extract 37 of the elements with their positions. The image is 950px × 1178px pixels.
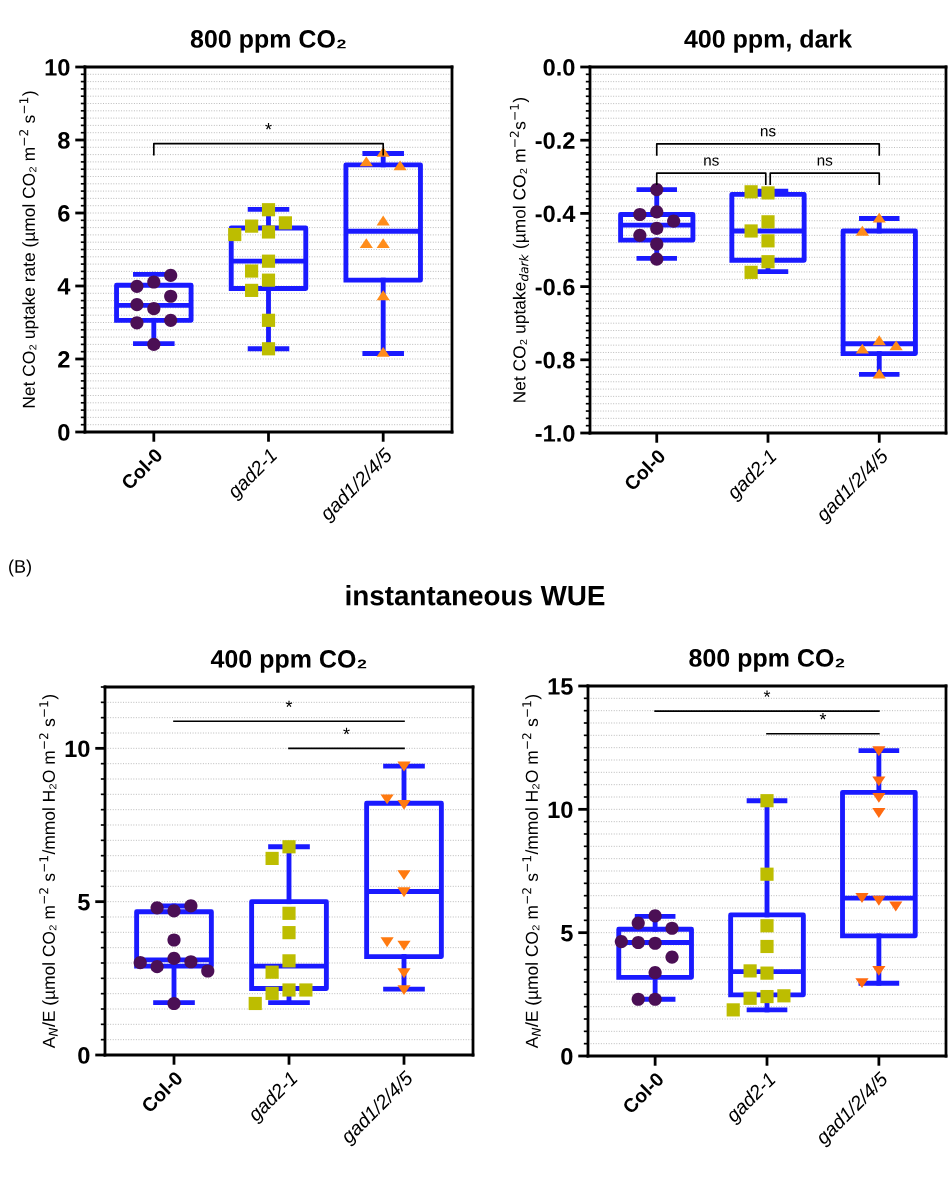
y-tick-label: -0.8 bbox=[535, 351, 575, 369]
text: instantaneous WUE bbox=[346, 585, 605, 606]
y-tick-label: 8 bbox=[58, 132, 70, 149]
y-tick-label: -0.6 bbox=[535, 278, 575, 296]
annotation: * bbox=[285, 700, 293, 707]
chart-title: 800 ppm CO₂ bbox=[689, 649, 845, 672]
annotation: ns bbox=[760, 128, 776, 137]
y-tick-label: 0.0 bbox=[543, 59, 575, 76]
y-tick-label: 5 bbox=[78, 893, 90, 911]
y-tick-label: 0 bbox=[561, 1048, 573, 1065]
y-tick-label: 0 bbox=[78, 1047, 90, 1064]
y-tick-label: 0 bbox=[58, 424, 70, 441]
y-tick-label: 10 bbox=[548, 801, 573, 819]
annotation: ns bbox=[817, 157, 833, 166]
y-tick-label: 4 bbox=[57, 278, 71, 295]
y-tick-label: 5 bbox=[561, 924, 573, 942]
text: (B) bbox=[9, 559, 31, 577]
y-tick-label: 10 bbox=[65, 740, 90, 758]
y-tick-label: 2 bbox=[58, 351, 70, 368]
chart-title: 400 ppm CO₂ bbox=[210, 650, 367, 673]
y-axis-title: Net CO₂ uptake rate (µmol CO₂ m$^{−2}$ s$^{−1}$) bbox=[19, 91, 39, 408]
chart-title: 400 ppm, dark bbox=[684, 29, 853, 53]
y-tick-label: 10 bbox=[45, 59, 70, 76]
y-tick-label: 6 bbox=[58, 205, 70, 222]
text: A$_{N}$/E (µmol CO₂ m$^{−2}$ s$^{−1}$/mmol H₂O m$^{−2}$ s$^{−1}$) bbox=[39, 694, 59, 1049]
y-tick-label: 15 bbox=[548, 678, 573, 695]
text: A$_{N}$/E (µmol CO₂ m$^{−2}$ s$^{−1}$/mmol H₂O m$^{−2}$ s$^{−1}$) bbox=[522, 694, 542, 1049]
annotation: ns bbox=[704, 157, 719, 166]
y-tick-label: -1.0 bbox=[535, 425, 575, 442]
annotation: * bbox=[763, 690, 771, 697]
annotation: * bbox=[819, 713, 827, 720]
chart-title: 800 ppm CO₂ bbox=[190, 30, 346, 53]
y-axis-title: Net CO₂ uptake$_{dark}$ (µmol CO₂ m$^{−2}$s$^{−1}$) bbox=[509, 97, 529, 402]
y-tick-label: -0.4 bbox=[535, 205, 576, 223]
y-tick-label: -0.2 bbox=[535, 132, 575, 149]
annotation: * bbox=[265, 123, 272, 130]
annotation: * bbox=[343, 727, 350, 735]
